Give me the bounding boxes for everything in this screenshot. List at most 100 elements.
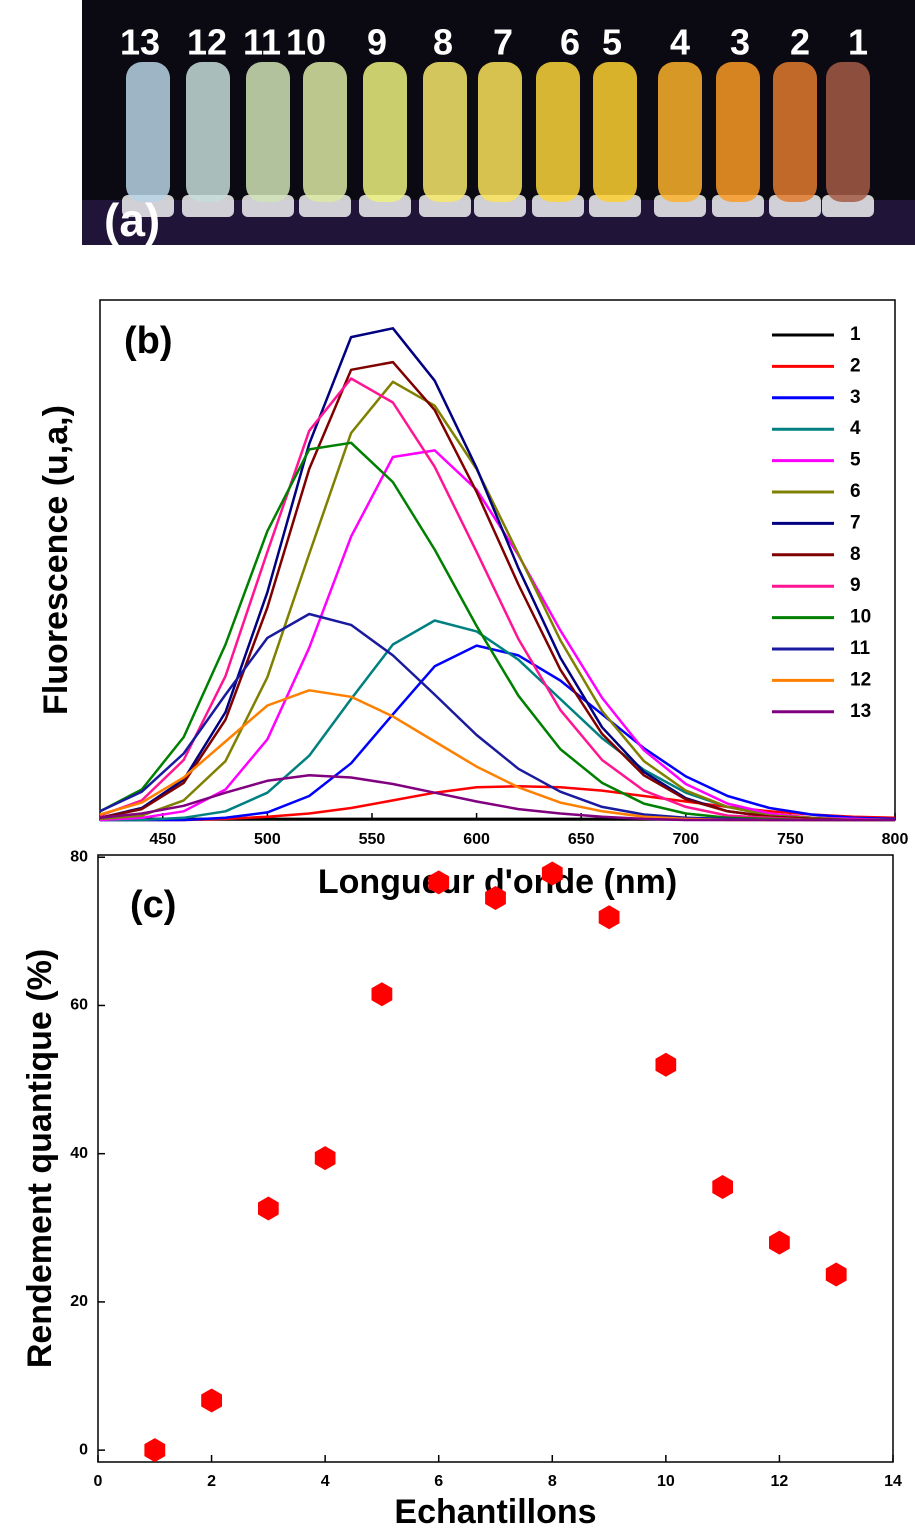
vial xyxy=(246,62,290,202)
vial-cap xyxy=(822,195,874,217)
vial xyxy=(658,62,702,202)
x-tick-label: 4 xyxy=(321,1473,330,1490)
vial-label: 13 xyxy=(120,22,160,63)
spectrum-line xyxy=(99,689,895,822)
scatter-point xyxy=(769,1230,790,1255)
legend-label: 4 xyxy=(850,418,861,439)
scatter-point xyxy=(314,1146,336,1171)
vial xyxy=(363,62,407,202)
x-axis-title: Echantillons xyxy=(394,1493,596,1531)
vial-label: 10 xyxy=(286,22,326,63)
y-tick-label: 60 xyxy=(70,997,88,1014)
vial xyxy=(773,62,817,202)
vial-cap xyxy=(712,195,764,217)
vial xyxy=(826,62,870,202)
x-tick-label: 600 xyxy=(463,831,490,848)
x-tick-label: 800 xyxy=(882,831,909,848)
legend-label: 6 xyxy=(850,481,861,502)
legend-label: 11 xyxy=(850,638,871,659)
vial xyxy=(593,62,637,202)
vial xyxy=(716,62,760,202)
vial-label: 7 xyxy=(493,22,513,63)
y-axis-title: Fluorescence (u,a,) xyxy=(37,405,75,715)
legend-label: 12 xyxy=(850,669,871,690)
y-axis-title: Rendement quantique (%) xyxy=(21,949,59,1368)
legend-label: 5 xyxy=(850,450,861,471)
vial-cap xyxy=(474,195,526,217)
legend-label: 1 xyxy=(850,324,861,345)
legend-label: 13 xyxy=(850,701,871,722)
x-tick-label: 750 xyxy=(777,831,804,848)
spectrum-line xyxy=(99,774,895,822)
panel-label: (c) xyxy=(130,884,176,926)
scatter-point xyxy=(541,861,563,886)
vial-cap xyxy=(654,195,706,217)
x-tick-label: 2 xyxy=(207,1473,216,1490)
panel-label: (a) xyxy=(104,194,160,246)
legend-label: 8 xyxy=(850,544,861,565)
y-tick-label: 0 xyxy=(79,1441,88,1458)
vial-label: 3 xyxy=(730,22,750,63)
x-tick-label: 450 xyxy=(149,831,176,848)
vial-cap xyxy=(532,195,584,217)
vial xyxy=(126,62,170,202)
x-tick-label: 10 xyxy=(657,1473,675,1490)
x-tick-label: 6 xyxy=(434,1473,443,1490)
vial-cap xyxy=(299,195,351,217)
vial-label: 8 xyxy=(433,22,453,63)
legend-label: 2 xyxy=(850,355,861,376)
x-tick-label: 8 xyxy=(548,1473,557,1490)
scatter-point xyxy=(144,1438,166,1463)
vial-cap xyxy=(419,195,471,217)
vial-cap xyxy=(769,195,821,217)
vial xyxy=(303,62,347,202)
vial-cap xyxy=(589,195,641,217)
y-tick-label: 20 xyxy=(70,1293,88,1310)
legend-label: 3 xyxy=(850,387,861,408)
x-tick-label: 550 xyxy=(359,831,386,848)
spectrum-line xyxy=(99,380,895,822)
vial-cap xyxy=(359,195,411,217)
spectrum-line xyxy=(99,441,895,822)
vial-label: 12 xyxy=(187,22,227,63)
x-tick-label: 0 xyxy=(94,1473,103,1490)
spectrum-line xyxy=(99,360,895,822)
vial xyxy=(536,62,580,202)
vial-label: 4 xyxy=(670,22,690,63)
scatter-point xyxy=(258,1196,279,1221)
legend-label: 10 xyxy=(850,607,871,628)
vial-label: 2 xyxy=(790,22,810,63)
plot-frame xyxy=(97,854,894,1463)
scatter-point xyxy=(371,982,393,1007)
vial-label: 11 xyxy=(243,22,281,63)
vial xyxy=(423,62,467,202)
spectrum-line xyxy=(99,377,895,822)
vial-label: 5 xyxy=(602,22,622,63)
x-tick-label: 12 xyxy=(771,1473,789,1490)
vial-label: 9 xyxy=(367,22,387,63)
scatter-point xyxy=(598,905,620,930)
x-tick-label: 650 xyxy=(568,831,595,848)
scatter-point xyxy=(485,886,506,910)
x-tick-label: 500 xyxy=(254,831,281,848)
panel-label: (b) xyxy=(124,320,173,362)
y-tick-label: 40 xyxy=(70,1145,88,1162)
scatter-point xyxy=(428,870,450,895)
vial xyxy=(186,62,230,202)
plot-frame xyxy=(99,299,896,821)
vial-cap xyxy=(242,195,294,217)
vial-label: 1 xyxy=(848,22,868,63)
spectrum-line xyxy=(100,644,896,822)
vial-label: 6 xyxy=(560,22,580,63)
legend-label: 7 xyxy=(850,512,861,533)
vial-cap xyxy=(182,195,234,217)
spectrum-line xyxy=(99,449,896,822)
x-tick-label: 700 xyxy=(672,831,699,848)
legend-label: 9 xyxy=(850,575,861,596)
y-tick-label: 80 xyxy=(70,848,88,865)
scatter-point xyxy=(825,1262,847,1287)
scatter-point xyxy=(655,1052,677,1077)
scatter-point xyxy=(712,1175,733,1199)
x-tick-label: 14 xyxy=(884,1473,902,1490)
